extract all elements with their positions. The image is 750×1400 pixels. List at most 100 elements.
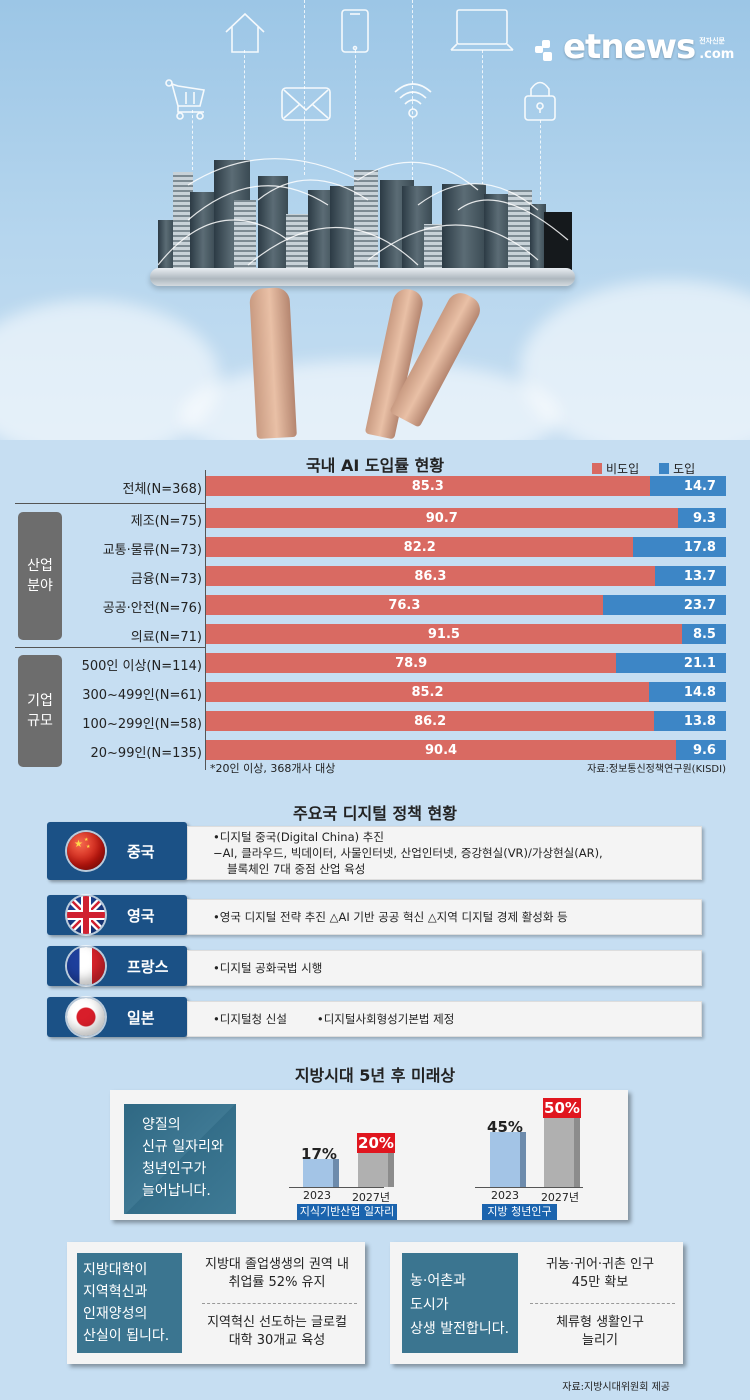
goal-text: 체류형 생활인구 늘리기 — [556, 1315, 644, 1348]
legend-swatch-icon — [592, 463, 602, 474]
card-headline: 양질의 신규 일자리와 청년인구가 늘어납니다. — [124, 1104, 236, 1214]
future-card-university: 지방대학이 지역혁신과 인재양성의 산실이 됩니다. 지방대 졸업생생의 권역 … — [67, 1242, 365, 1364]
country-tag: 프랑스 — [47, 946, 187, 986]
divider — [15, 503, 205, 504]
bar-segment-adopt: 8.5 — [681, 624, 726, 644]
stacked-bar: 90.7 9.3 — [206, 508, 726, 528]
policy-row-china: ★ ★ ★ 중국 •디지털 중국(Digital China) 추진 −AI, … — [47, 822, 702, 880]
mail-icon — [281, 87, 331, 121]
logo-text: etnews — [563, 27, 696, 67]
value-label: 45% — [487, 1118, 523, 1136]
value-label-highlight: 20% — [357, 1133, 395, 1153]
table-row: 교통·물류(N=73) 82.2 17.8 — [0, 537, 750, 559]
smartphone-plate — [150, 268, 575, 286]
uk-flag-icon — [67, 896, 105, 934]
bar-segment-adopt: 14.7 — [649, 476, 726, 496]
row-label: 금융(N=73) — [130, 572, 202, 587]
bar-segment-adopt: 21.1 — [616, 653, 726, 673]
policy-title: 주요국 디지털 정책 현황 — [293, 804, 457, 823]
row-label: 20~99인(N=135) — [90, 746, 202, 761]
bar-2027 — [358, 1149, 394, 1187]
goal-text: 귀농·귀어·귀촌 인구 45만 확보 — [545, 1257, 655, 1290]
bar-segment-nonadopt: 78.9 — [206, 653, 617, 673]
stacked-bar: 76.3 23.7 — [206, 595, 726, 615]
baseline — [475, 1187, 583, 1188]
bar-2023 — [303, 1159, 339, 1187]
row-label: 교통·물류(N=73) — [102, 543, 202, 558]
bar-segment-nonadopt: 76.3 — [206, 595, 603, 615]
table-row: 의료(N=71) 91.5 8.5 — [0, 624, 750, 646]
bar-segment-adopt: 23.7 — [602, 595, 726, 615]
table-row: 500인 이상(N=114) 78.9 21.1 — [0, 653, 750, 675]
row-label: 500인 이상(N=114) — [81, 659, 202, 674]
chart1-source: 자료:정보통신정책연구원(KISDI) — [587, 764, 726, 775]
chart1-axis — [205, 470, 206, 770]
policy-row-france: 프랑스 •디지털 공화국법 시행 — [47, 946, 702, 986]
country-tag: ★ ★ ★ 중국 — [47, 822, 187, 880]
card-headline: 농·어촌과 도시가 상생 발전합니다. — [402, 1253, 518, 1353]
year-label: 2027년 — [351, 1191, 391, 1204]
country-name: 프랑스 — [127, 957, 169, 976]
stacked-bar: 86.3 13.7 — [206, 566, 726, 586]
value-label-highlight: 50% — [543, 1098, 581, 1118]
group-label-company-size: 기업 규모 — [18, 655, 62, 767]
bar-segment-nonadopt: 86.3 — [206, 566, 655, 586]
table-row: 전체(N=368) 85.3 14.7 — [0, 476, 750, 498]
country-policy-desc: •디지털 공화국법 시행 — [187, 950, 702, 986]
year-label: 2023 — [303, 1189, 331, 1202]
policy-row-uk: 영국 •영국 디지털 전략 추진 △AI 기반 공공 혁신 △지역 디지털 경제… — [47, 895, 702, 935]
chart1-legend: 비도입 도입 — [592, 460, 695, 477]
bar-2023 — [490, 1132, 526, 1187]
bar-segment-nonadopt: 90.4 — [206, 740, 677, 760]
bar-segment-adopt: 13.7 — [654, 566, 726, 586]
bar-segment-adopt: 17.8 — [633, 537, 726, 557]
country-name: 중국 — [127, 842, 155, 861]
country-policy-desc: •디지털 중국(Digital China) 추진 −AI, 클라우드, 빅데이… — [187, 826, 702, 880]
hero-illustration: etnews 전자신문 .com — [0, 0, 750, 440]
bar-segment-nonadopt: 90.7 — [206, 508, 678, 528]
stacked-bar: 82.2 17.8 — [206, 537, 726, 557]
table-row: 300~499인(N=61) 85.2 14.8 — [0, 682, 750, 704]
goal-text: 지역혁신 선도하는 글로컬 대학 30개교 육성 — [207, 1315, 347, 1348]
legend-swatch-icon — [659, 463, 670, 474]
legend-item-nonadopt: 비도입 — [592, 460, 639, 477]
bar-segment-adopt: 14.8 — [649, 682, 726, 702]
home-icon — [225, 12, 265, 53]
baseline — [289, 1187, 384, 1188]
row-label: 100~299인(N=58) — [82, 717, 202, 732]
bar-segment-nonadopt: 91.5 — [206, 624, 682, 644]
table-row: 금융(N=73) 86.3 13.7 — [0, 566, 750, 588]
chart-caption: 지방 청년인구 — [482, 1204, 557, 1220]
bar-segment-adopt: 9.6 — [676, 740, 726, 760]
future-title: 지방시대 5년 후 미래상 — [294, 1066, 456, 1085]
mini-chart-jobs: 17% 20% 2023 2027년 지식기반산업 일자리 — [285, 1090, 405, 1220]
row-label: 제조(N=75) — [130, 514, 202, 529]
policy-row-japan: 일본 •디지털청 신설 •디지털사회형성기본법 제정 — [47, 997, 702, 1037]
hand — [249, 287, 297, 439]
stacked-bar: 86.2 13.8 — [206, 711, 726, 731]
etnews-logo[interactable]: etnews 전자신문 .com — [535, 27, 735, 67]
tablet-icon — [341, 9, 369, 53]
logo-mark-icon — [535, 40, 561, 62]
divider — [15, 647, 205, 648]
country-policy-desc: •영국 디지털 전략 추진 △AI 기반 공공 혁신 △지역 디지털 경제 활성… — [187, 899, 702, 935]
row-label: 전체(N=368) — [122, 482, 203, 497]
group-label-industry: 산업 분야 — [18, 512, 62, 640]
goal-text: 지방대 졸업생생의 권역 내 취업률 52% 유지 — [205, 1257, 349, 1290]
future-source: 자료:지방시대위원회 제공 — [562, 1382, 670, 1393]
table-row: 제조(N=75) 90.7 9.3 — [0, 508, 750, 530]
future-card-rural: 농·어촌과 도시가 상생 발전합니다. 귀농·귀어·귀촌 인구 45만 확보 체류… — [390, 1242, 683, 1364]
laptop-icon — [450, 9, 514, 51]
shopping-cart-icon — [165, 79, 205, 120]
country-policy-desc: •디지털청 신설 •디지털사회형성기본법 제정 — [187, 1001, 702, 1037]
bar-segment-adopt: 9.3 — [677, 508, 726, 528]
table-row: 공공·안전(N=76) 76.3 23.7 — [0, 595, 750, 617]
table-row: 20~99인(N=135) 90.4 9.6 — [0, 740, 750, 762]
country-tag: 일본 — [47, 997, 187, 1037]
logo-suffix: 전자신문 .com — [699, 37, 735, 62]
bar-segment-nonadopt: 82.2 — [206, 537, 634, 557]
country-name: 일본 — [127, 1008, 155, 1027]
stacked-bar: 78.9 21.1 — [206, 653, 726, 673]
stacked-bar: 85.2 14.8 — [206, 682, 726, 702]
lock-icon — [524, 81, 556, 121]
